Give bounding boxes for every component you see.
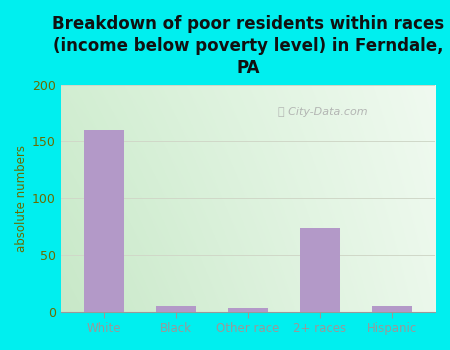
Bar: [156, 306, 196, 312]
Y-axis label: absolute numbers: absolute numbers: [15, 145, 28, 252]
Bar: [228, 308, 268, 312]
Bar: [372, 306, 412, 312]
Bar: [84, 130, 124, 312]
Bar: [300, 228, 340, 312]
Title: Breakdown of poor residents within races
(income below poverty level) in Ferndal: Breakdown of poor residents within races…: [52, 15, 444, 77]
Text: ⓘ City-Data.com: ⓘ City-Data.com: [278, 107, 368, 117]
